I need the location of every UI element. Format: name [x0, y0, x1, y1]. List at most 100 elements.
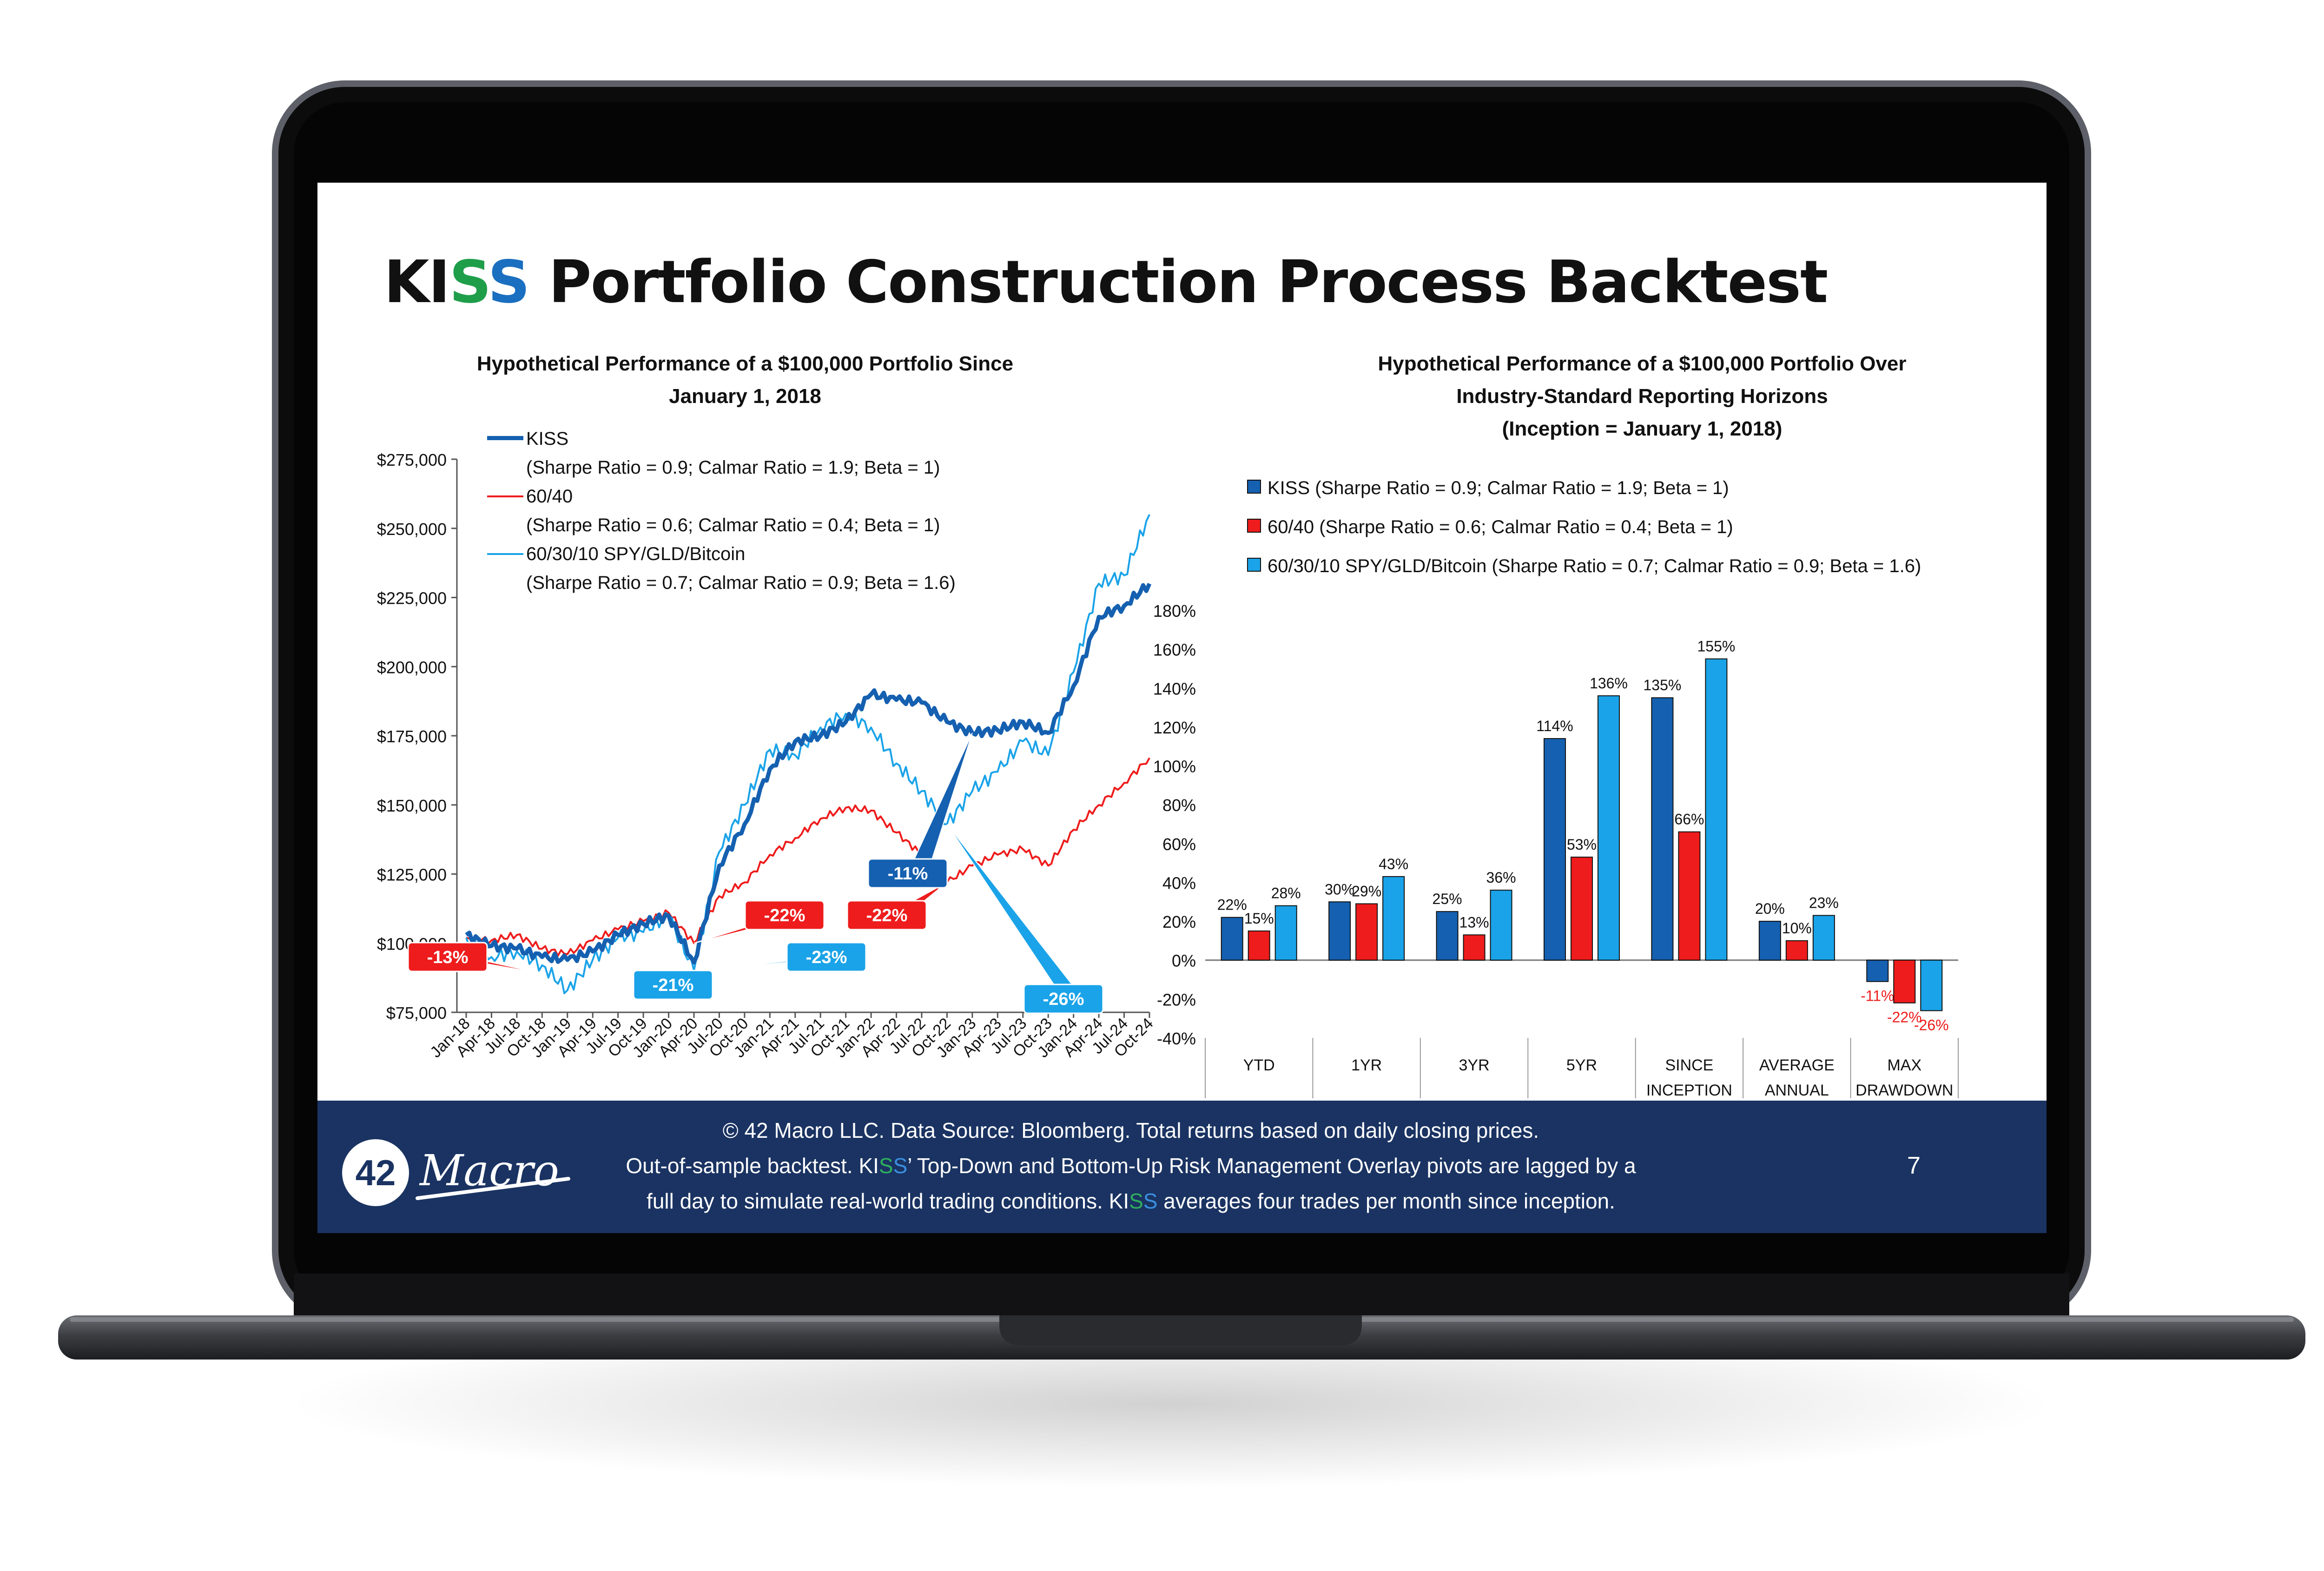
bar-legend-item-6040: 60/40 (Sharpe Ratio = 0.6; Calmar Ratio …	[1247, 508, 1921, 547]
line-chart: $75,000$100,000$125,000$150,000$175,000$…	[377, 450, 1154, 1061]
bar-chart-y-tick-label: 20%	[1162, 912, 1196, 931]
bar-data-label: 155%	[1697, 638, 1736, 655]
footer-line3-a: full day to simulate real-world trading …	[647, 1189, 1129, 1213]
callout-label: -21%	[653, 976, 694, 995]
bar-6040	[1463, 934, 1486, 961]
logo-swoosh	[416, 1177, 570, 1200]
bar-6040	[1355, 903, 1378, 961]
bar-6040	[1571, 857, 1593, 961]
bar-legend-swatch-6040	[1247, 519, 1261, 533]
line-chart-title: Hypothetical Performance of a $100,000 P…	[410, 348, 1080, 413]
bar-kiss	[1328, 901, 1351, 961]
legend-item-kiss: KISS	[487, 424, 956, 453]
bar-chart-category-label: AVERAGE	[1759, 1056, 1835, 1074]
bar-data-label: 22%	[1217, 897, 1247, 913]
bar-legend-label-bitcoin: 60/30/10 SPY/GLD/Bitcoin (Sharpe Ratio =…	[1268, 556, 1921, 576]
title-green-s: S	[449, 248, 489, 316]
footer-line1: © 42 Macro LLC. Data Source: Bloomberg. …	[722, 1118, 1539, 1142]
line-chart-y-tick-label: $150,000	[377, 796, 447, 815]
bar-6040	[1893, 959, 1916, 1003]
bar-data-label: 135%	[1644, 677, 1682, 693]
bar-chart-category-label: 3YR	[1459, 1056, 1490, 1074]
line-chart-title-line2: January 1, 2018	[669, 385, 821, 408]
bar-legend-item-bitcoin: 60/30/10 SPY/GLD/Bitcoin (Sharpe Ratio =…	[1247, 547, 1921, 586]
footer-line2: Out-of-sample backtest. KISS’ Top-Down a…	[573, 1148, 1689, 1183]
legend-label-kiss: KISS	[526, 429, 569, 449]
drawdown-callout: -26%	[946, 824, 1104, 1014]
footer-line2-b: ’ Top-Down and Bottom-Up Risk Management…	[907, 1154, 1636, 1178]
laptop-shadow	[288, 1320, 2054, 1487]
callout-label: -22%	[866, 906, 908, 925]
bar-chart-category-label: YTD	[1243, 1056, 1275, 1074]
drawdown-callout: -13%	[407, 942, 542, 974]
bar-legend-swatch-bitcoin	[1247, 558, 1261, 572]
bar-6040	[1248, 931, 1270, 961]
line-series-kiss	[465, 583, 1152, 965]
bar-data-label: 15%	[1244, 910, 1274, 927]
bar-chart-category-label: SINCE	[1665, 1056, 1713, 1074]
footer-line2-blue-s: S	[893, 1154, 908, 1178]
callout-box	[1023, 984, 1104, 1014]
bar-kiss	[1436, 911, 1459, 961]
drawdown-callout: -23%	[693, 942, 867, 972]
bar-bitcoin	[1382, 876, 1405, 961]
bar-chart-y-tick-label: 180%	[1154, 601, 1196, 620]
line-chart-y-tick-label: $250,000	[377, 520, 447, 539]
bar-bitcoin	[1812, 915, 1835, 961]
legend-swatch-bitcoin	[487, 553, 523, 555]
bar-chart-title: Hypothetical Performance of a $100,000 P…	[1247, 348, 2037, 445]
bar-chart-y-tick-label: -20%	[1157, 990, 1196, 1009]
callout-box	[846, 900, 927, 931]
line-chart-title-line1: Hypothetical Performance of a $100,000 P…	[476, 352, 1014, 375]
title-rest: Portfolio Construction Process Backtest	[529, 248, 1828, 316]
legend-swatch-6040	[487, 495, 523, 497]
logo-circle	[342, 1139, 409, 1206]
footer-line3-blue-s: S	[1143, 1189, 1158, 1213]
slide-footer: 42 Macro © 42 Macro LLC. Data Source: Bl…	[317, 1101, 2047, 1233]
callout-label: -13%	[427, 948, 469, 967]
footer-line3-green-s: S	[1129, 1189, 1143, 1213]
bar-chart: -40% -20% 0% 20% 40% 60% 80% 100% 120% 140% 160% 18…	[1154, 601, 1959, 1098]
drawdown-callout: -21%	[567, 970, 713, 1000]
footer-text: © 42 Macro LLC. Data Source: Bloomberg. …	[573, 1113, 1689, 1219]
42-macro-logo: 42 Macro	[342, 1139, 570, 1206]
callout-box	[867, 858, 948, 889]
callout-label: -11%	[888, 864, 928, 884]
logo-number: 42	[356, 1152, 396, 1193]
bar-legend-label-6040: 60/40 (Sharpe Ratio = 0.6; Calmar Ratio …	[1268, 517, 1733, 537]
callout-box	[633, 970, 713, 1000]
laptop-notch	[999, 1315, 1362, 1346]
bar-data-label: 23%	[1809, 895, 1839, 911]
bar-data-label: 10%	[1782, 920, 1812, 937]
bar-data-label: 28%	[1271, 885, 1301, 902]
line-series-6040	[466, 757, 1150, 957]
legend-detail-6040: (Sharpe Ratio = 0.6; Calmar Ratio = 0.4;…	[526, 515, 940, 535]
line-chart-y-tick-label: $175,000	[377, 727, 447, 746]
bar-chart-y-tick-label: 140%	[1154, 679, 1196, 698]
footer-line2-green-s: S	[878, 1154, 893, 1178]
legend-item-bitcoin: 60/30/10 SPY/GLD/Bitcoin	[487, 540, 956, 568]
bar-legend-swatch-kiss	[1247, 480, 1261, 494]
bar-data-label: -11%	[1861, 988, 1894, 1004]
bar-data-label: 43%	[1379, 856, 1408, 872]
bar-data-label: 53%	[1567, 836, 1597, 853]
drawdown-callout: -22%	[693, 900, 825, 944]
bar-data-label: 66%	[1674, 811, 1704, 828]
footer-line3-b: averages four trades per month since inc…	[1157, 1189, 1615, 1213]
bar-legend-item-kiss: KISS (Sharpe Ratio = 0.9; Calmar Ratio =…	[1247, 469, 1921, 508]
slide-title: KISS Portfolio Construction Process Back…	[384, 248, 1828, 316]
bar-chart-y-tick-label: 120%	[1154, 718, 1196, 737]
callout-pointer	[946, 824, 1084, 999]
bar-kiss	[1544, 738, 1566, 961]
line-chart-legend: KISS (Sharpe Ratio = 0.9; Calmar Ratio =…	[487, 424, 956, 597]
bar-chart-title-line1: Hypothetical Performance of a $100,000 P…	[1378, 352, 1907, 375]
bar-bitcoin	[1274, 905, 1297, 961]
bar-chart-y-tick-label: 40%	[1162, 873, 1196, 892]
bar-data-label: -26%	[1914, 1017, 1949, 1033]
bar-chart-category-label: MAX	[1887, 1056, 1921, 1074]
bar-chart-category-label: 5YR	[1566, 1056, 1597, 1074]
bar-chart-y-tick-label: 100%	[1154, 757, 1196, 776]
drawdown-callout: -22%	[846, 882, 948, 931]
bar-chart-title-line3: (Inception = January 1, 2018)	[1502, 417, 1783, 440]
line-series-bitcoin	[465, 514, 1150, 995]
